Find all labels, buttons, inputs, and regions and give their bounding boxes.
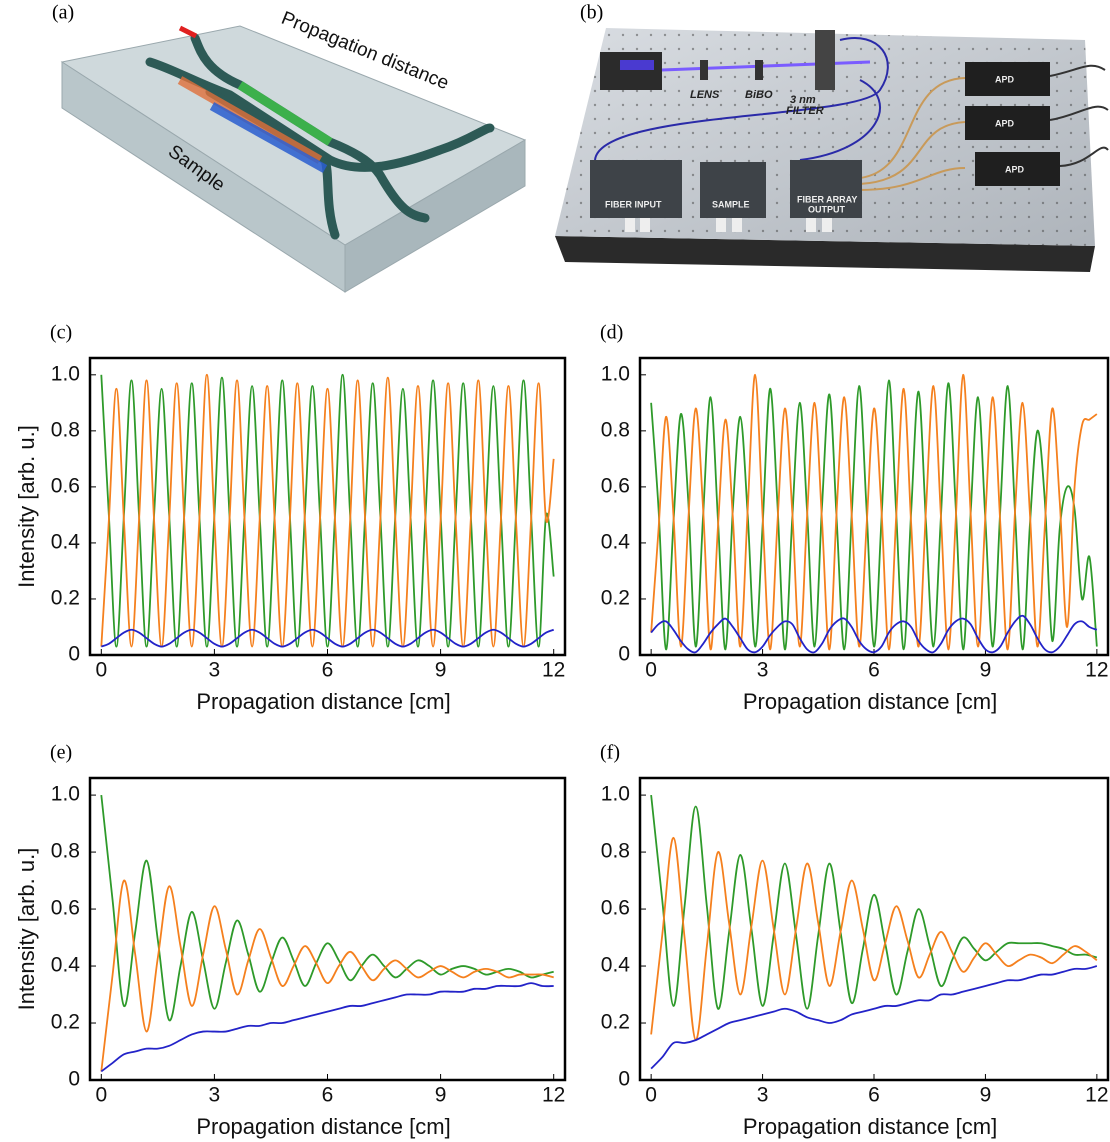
x-axis-label: Propagation distance [cm] [196,689,450,714]
panel-a: (a) Propagation distance Sample [52,2,525,292]
data-line [101,375,553,647]
y-tick-label: 0.6 [601,897,630,920]
laser-window [620,60,654,70]
x-axis-label: Propagation distance [cm] [743,689,997,714]
panel-label: (d) [600,322,623,344]
knob [806,218,816,232]
knob [716,218,726,232]
x-tick-label: 9 [980,659,992,682]
y-tick-label: 1.0 [601,783,630,806]
data-line [101,880,553,1071]
component-label: APD [995,74,1015,84]
y-tick-label: 1.0 [51,362,80,385]
component-label: APD [995,118,1015,128]
chart: (d) Propagation distance [cm] 0 0.2 0.4 0.6 0.… [600,322,1109,714]
plot-frame [640,778,1108,1080]
y-tick-label: 0.6 [51,897,80,920]
y-axis-label: Intensity [arb. u.] [14,848,39,1011]
y-tick-label: 0.8 [51,840,80,863]
x-tick-label: 0 [645,1084,657,1107]
knob [732,218,742,232]
x-tick-label: 12 [1085,1084,1108,1107]
y-tick-label: 0.2 [601,1011,630,1034]
figure: (a) Propagation distance Sample (b) [0,0,1110,1142]
x-tick-label: 0 [95,659,107,682]
y-tick-label: 0.2 [51,1011,80,1034]
component-label: FILTER [786,105,824,117]
knob [822,218,832,232]
x-tick-label: 12 [1085,659,1108,682]
y-tick-label: 0 [618,643,630,666]
y-tick-label: 0 [618,1068,630,1091]
data-line [651,966,1097,1069]
x-tick-label: 9 [980,1084,992,1107]
laser [600,52,662,90]
y-tick-label: 0.8 [601,418,630,441]
y-tick-label: 0 [68,1068,80,1091]
panel-label: (b) [580,2,603,24]
x-tick-label: 6 [322,659,334,682]
lens [700,60,708,80]
y-tick-label: 0 [68,643,80,666]
y-tick-label: 0.4 [51,954,81,977]
y-tick-label: 0.6 [51,474,80,497]
x-tick-label: 3 [757,659,769,682]
chart: (c) Intensity [arb. u.] Propagation distan… [14,322,566,714]
crystal [755,60,763,80]
x-tick-label: 3 [209,1084,221,1107]
data-line [101,983,553,1071]
x-tick-label: 6 [868,1084,880,1107]
filter [815,30,835,90]
x-tick-label: 12 [542,1084,565,1107]
y-tick-label: 0.6 [601,474,630,497]
y-tick-label: 0.4 [601,530,631,553]
y-axis-label: Intensity [arb. u.] [14,425,39,588]
knob [640,218,650,232]
data-line [101,630,553,647]
x-tick-label: 6 [868,659,880,682]
y-tick-label: 0.8 [601,840,630,863]
y-tick-label: 0.2 [51,587,80,610]
y-tick-label: 0.4 [51,530,81,553]
y-tick-label: 0.2 [601,587,630,610]
panel-label: (e) [50,742,72,764]
x-tick-label: 3 [757,1084,769,1107]
x-axis-label: Propagation distance [cm] [196,1114,450,1139]
plot-frame [90,358,565,655]
x-tick-label: 0 [645,659,657,682]
chart: (f) Propagation distance [cm] 0 0.2 0.4 0.6 0.… [600,742,1109,1139]
x-tick-label: 0 [95,1084,107,1107]
panel-b: (b) LENS BiBO 3 nm FILTER APD APD APD [555,2,1108,272]
x-tick-label: 6 [322,1084,334,1107]
component-label: BiBO [745,89,773,101]
panel-label: (c) [50,322,72,344]
component-label: FIBER INPUT [605,199,662,209]
x-tick-label: 9 [435,659,447,682]
chart: (e) Intensity [arb. u.] Propagation distan… [14,742,566,1139]
y-tick-label: 0.8 [51,418,80,441]
knob [625,218,635,232]
y-tick-label: 1.0 [601,362,630,385]
panel-label: (a) [52,2,74,24]
panel-label: (f) [600,742,620,764]
y-tick-label: 1.0 [51,783,80,806]
x-tick-label: 12 [542,659,565,682]
sample-holder [700,162,766,218]
component-label: APD [1005,164,1025,174]
input-arrow [180,28,196,36]
x-axis-label: Propagation distance [cm] [743,1114,997,1139]
data-line [101,795,553,1020]
y-tick-label: 0.4 [601,954,631,977]
component-label: SAMPLE [712,199,750,209]
component-label: FIBER ARRAY [797,194,857,204]
x-tick-label: 9 [435,1084,447,1107]
component-label: LENS [690,89,720,101]
component-label: OUTPUT [808,204,846,214]
data-line [651,375,1097,650]
x-tick-label: 3 [209,659,221,682]
